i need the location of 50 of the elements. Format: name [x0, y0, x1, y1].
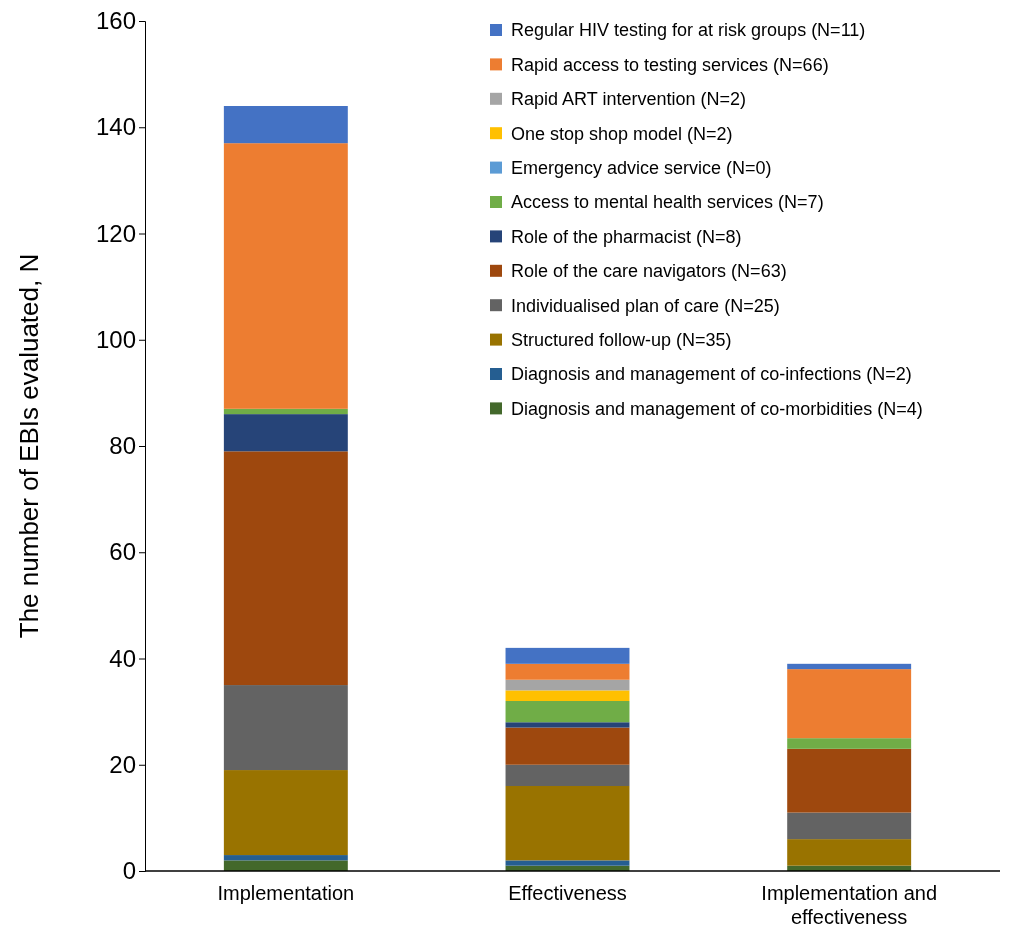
legend-label: Role of the care navigators (N=63) [511, 261, 787, 282]
bar [505, 727, 630, 765]
bar [787, 738, 912, 749]
y-tick-label: 160 [95, 7, 136, 35]
bar [505, 764, 630, 786]
bar [505, 647, 630, 664]
bar [505, 860, 630, 866]
legend-label: Diagnosis and management of co-morbidities (N=4) [511, 398, 923, 419]
x-tick-label: Effectiveness [508, 882, 627, 904]
legend-label: Structured follow-up (N=35) [511, 329, 732, 350]
legend-label: Role of the pharmacist (N=8) [511, 226, 742, 247]
bar [505, 786, 630, 861]
legend-label: One stop shop model (N=2) [511, 123, 733, 144]
y-tick-label: 20 [109, 750, 136, 778]
x-tick-label: Implementation and effectiveness [761, 882, 937, 928]
bar [223, 451, 348, 686]
bar [223, 408, 348, 415]
y-axis-title: The number of EBIs evaluated, N [14, 253, 44, 639]
y-tick-label: 80 [109, 432, 136, 460]
bar [505, 701, 630, 723]
bar [787, 748, 912, 813]
bar [505, 690, 630, 701]
bar [787, 812, 912, 840]
legend-label: Diagnosis and management of co-infections (N=2) [511, 364, 912, 385]
bar [223, 855, 348, 861]
bar [223, 860, 348, 871]
legend-label: Individualised plan of care (N=25) [511, 295, 780, 316]
y-tick-label: 40 [109, 644, 136, 672]
y-tick-label: 140 [95, 113, 136, 141]
bar [223, 414, 348, 452]
legend-label: Rapid ART intervention (N=2) [511, 89, 746, 110]
y-tick-label: 0 [122, 857, 136, 885]
bar [223, 685, 348, 771]
bar [505, 722, 630, 728]
bar [223, 143, 348, 409]
bar [787, 839, 912, 866]
bar [787, 663, 912, 670]
legend-label: Emergency advice service (N=0) [511, 157, 772, 178]
x-tick-label: Implementation [217, 882, 355, 904]
legend-label: Access to mental health services (N=7) [511, 192, 824, 213]
bar [505, 663, 630, 680]
bar [223, 770, 348, 856]
y-tick-label: 100 [95, 325, 136, 353]
legend-label: Regular HIV testing for at risk groups (N=11) [511, 20, 866, 41]
bar [505, 679, 630, 691]
legend-label: Rapid access to testing services (N=66) [511, 54, 829, 75]
bar [223, 106, 348, 144]
bar [787, 669, 912, 739]
y-tick-label: 60 [109, 538, 136, 566]
y-tick-label: 120 [95, 219, 136, 247]
